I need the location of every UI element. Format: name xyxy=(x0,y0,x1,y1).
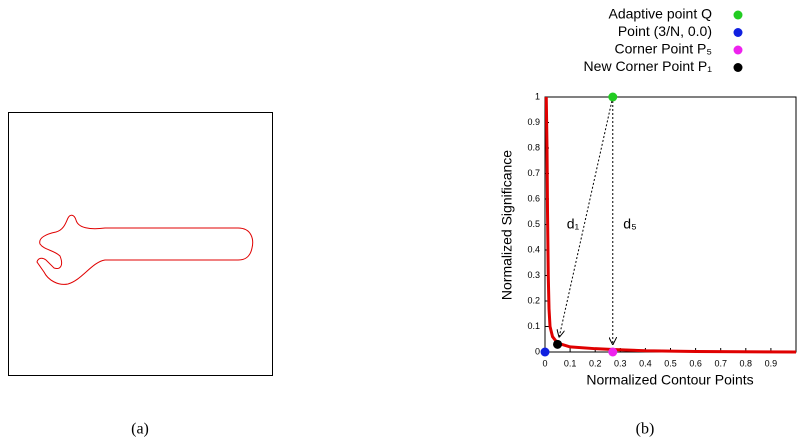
x-tick-label: 0.8 xyxy=(740,358,753,368)
y-tick-label: 0.7 xyxy=(527,168,540,178)
x-tick-label: 0.1 xyxy=(564,358,577,368)
x-tick-label: 0.6 xyxy=(689,358,702,368)
annotation: d₁ xyxy=(567,216,580,232)
legend-label: Corner Point P₅ xyxy=(615,41,712,57)
y-tick-label: 0.8 xyxy=(527,142,540,152)
y-tick-label: 0.6 xyxy=(527,193,540,203)
wrench-contour xyxy=(36,214,254,285)
y-tick-label: 0.2 xyxy=(527,295,540,305)
legend-marker xyxy=(733,63,743,72)
caption: (b) xyxy=(636,421,655,438)
x-tick-label: 0.9 xyxy=(765,358,778,368)
plot-frame xyxy=(544,96,797,353)
legend-label: Adaptive point Q xyxy=(608,6,712,22)
legend-marker xyxy=(733,10,743,20)
arrow xyxy=(559,96,614,337)
y-tick-label: 1 xyxy=(535,91,540,101)
data-line xyxy=(544,96,797,354)
y-tick-label: 0.4 xyxy=(527,244,540,254)
image-frame xyxy=(8,112,273,376)
annotation: d₅ xyxy=(623,216,636,232)
x-tick-label: 0.3 xyxy=(614,358,627,368)
legend-label: New Corner Point P₁ xyxy=(584,58,713,74)
y-tick-label: 0.3 xyxy=(527,270,540,280)
y-tick-label: 0.9 xyxy=(527,117,540,127)
legend-marker xyxy=(733,28,743,37)
y-tick-label: 0.5 xyxy=(527,219,540,229)
data-point xyxy=(608,347,618,357)
x-tick-label: 0.5 xyxy=(664,358,677,368)
caption: (a) xyxy=(131,421,149,438)
x-tick-label: 0.4 xyxy=(639,358,652,368)
x-tick-label: 0.2 xyxy=(589,358,602,368)
x-tick-label: 0.7 xyxy=(714,358,727,368)
y-axis-label: Normalized Significance xyxy=(499,150,515,300)
y-tick-label: 0 xyxy=(535,346,540,356)
legend-label: Point (3/N, 0.0) xyxy=(618,23,712,39)
data-point xyxy=(553,339,563,349)
x-tick-label: 0 xyxy=(542,358,547,368)
x-axis-label: Normalized Contour Points xyxy=(586,372,753,388)
y-tick-label: 0.1 xyxy=(527,321,540,331)
legend-marker xyxy=(733,45,743,55)
data-point xyxy=(608,92,618,102)
data-point xyxy=(540,347,550,357)
